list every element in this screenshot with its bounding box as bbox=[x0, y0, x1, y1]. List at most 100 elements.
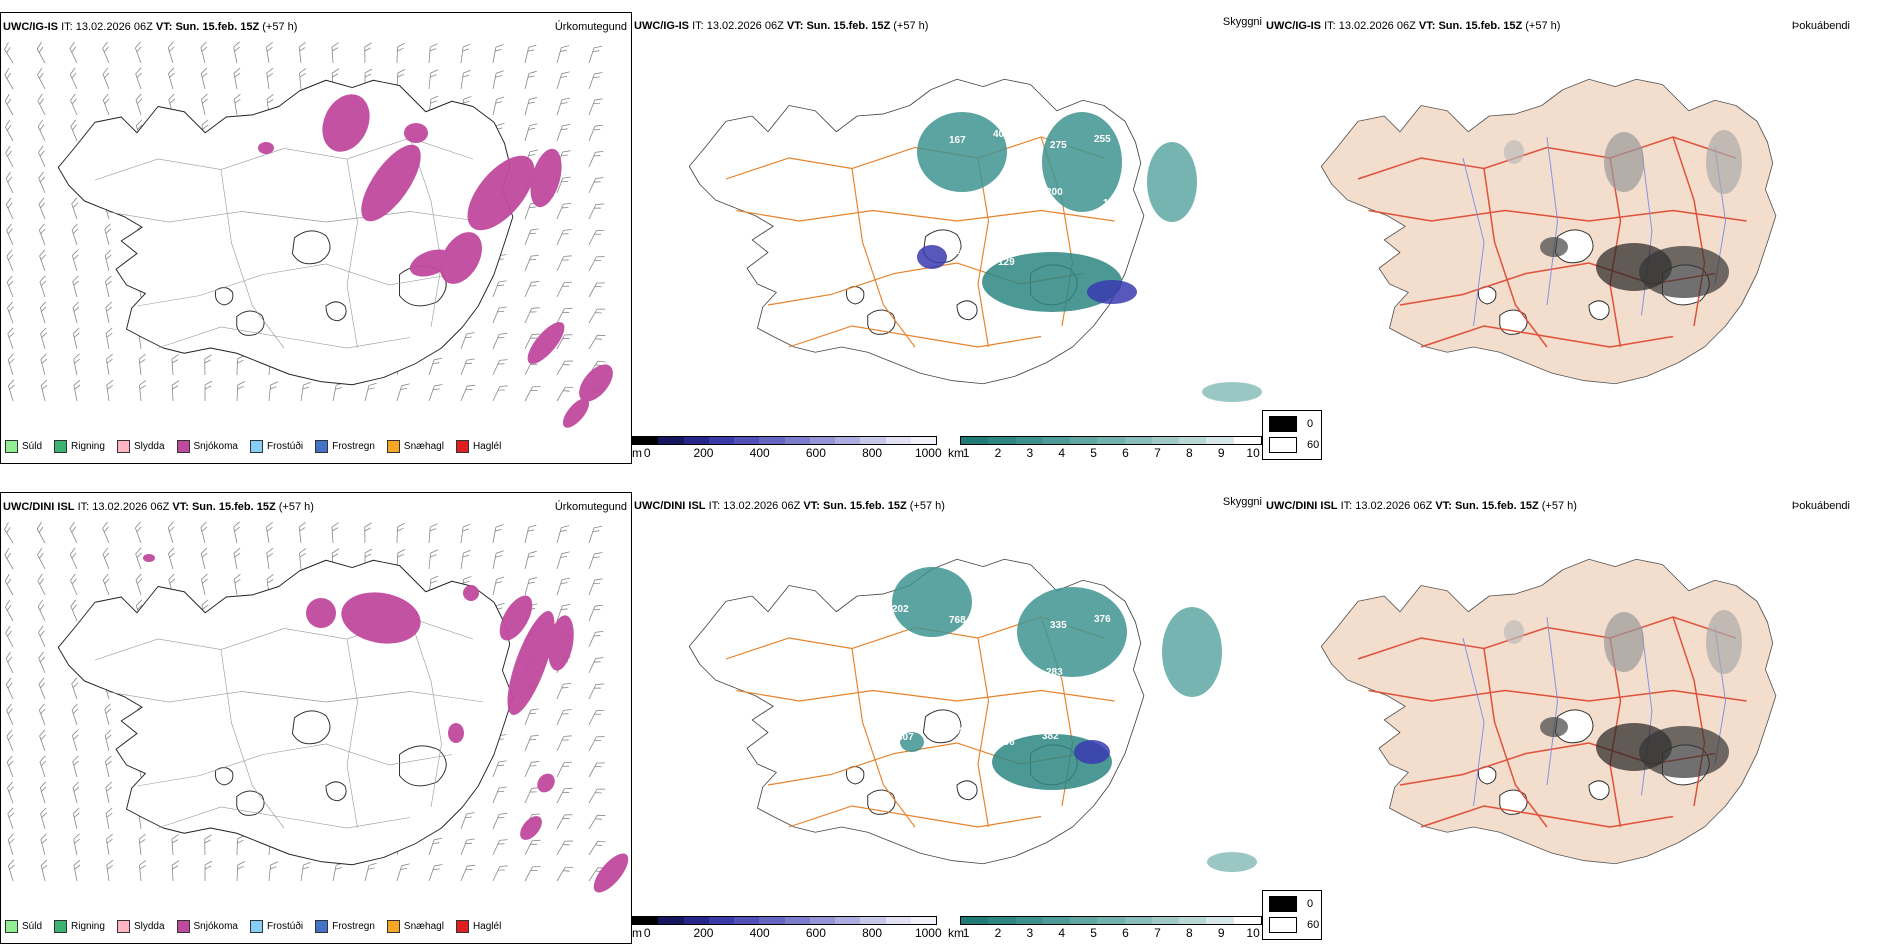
wind-barb bbox=[105, 755, 112, 778]
wind-barb bbox=[268, 861, 279, 882]
wind-barb bbox=[7, 833, 15, 856]
cloud-base-label: 159 bbox=[1103, 198, 1120, 209]
wind-barb bbox=[588, 308, 606, 324]
snow-area bbox=[593, 853, 629, 893]
wind-barb bbox=[6, 223, 14, 246]
fog-legend-row1: 0 60 bbox=[1262, 410, 1322, 460]
wind-barb bbox=[556, 386, 574, 402]
cloud-panel-row2: 202 768 142 335 376 358 404 257 283 869 407 58 196 38… bbox=[632, 492, 1262, 944]
precip-legend: Súld Rigning Slydda Snjókoma Frostúði Fr… bbox=[5, 440, 501, 453]
cloud-base-label: 142 bbox=[993, 609, 1010, 620]
wind-barb bbox=[524, 123, 538, 142]
wind-barb bbox=[37, 547, 46, 570]
wind-barb bbox=[588, 334, 606, 350]
cloud-base-label: 408 bbox=[945, 199, 962, 210]
colorbar-tick-label: 3 bbox=[1026, 926, 1034, 940]
road bbox=[1420, 325, 1674, 348]
road bbox=[736, 689, 1115, 702]
road bbox=[977, 157, 990, 348]
wind-barb bbox=[70, 119, 78, 142]
colorbar-cell bbox=[1015, 917, 1043, 924]
wind-barb bbox=[102, 573, 110, 596]
colorbar-cell bbox=[658, 437, 684, 444]
wind-barb bbox=[102, 67, 110, 90]
road bbox=[409, 617, 442, 808]
wind-barb bbox=[135, 547, 142, 570]
visibility-colorbar-cells bbox=[960, 436, 1262, 445]
road bbox=[1420, 805, 1674, 828]
wind-barb bbox=[5, 145, 14, 168]
wind-barb bbox=[37, 67, 46, 90]
height-unit: m bbox=[632, 446, 642, 460]
colorbar-tick-label: 1 bbox=[962, 926, 970, 940]
wind-barb bbox=[5, 677, 14, 700]
road-network bbox=[94, 137, 484, 349]
colorbar-tick-label: 10 bbox=[1246, 446, 1260, 460]
legend-item-sudl: Súld bbox=[5, 920, 42, 933]
wind-barb bbox=[331, 42, 339, 64]
wind-barb bbox=[396, 383, 410, 402]
wind-barb bbox=[492, 839, 508, 856]
glacier-outline bbox=[325, 781, 347, 802]
wind-barb bbox=[524, 866, 541, 882]
wind-barb bbox=[36, 521, 46, 544]
wind-barb bbox=[233, 521, 240, 544]
colorbar-cell bbox=[1179, 437, 1207, 444]
wind-barb bbox=[70, 93, 78, 116]
glacier-outline bbox=[236, 310, 265, 336]
wind-barb bbox=[105, 301, 113, 324]
visibility-colorbar-ticks: 1 2 3 4 5 6 7 8 9 10 bbox=[960, 925, 1262, 940]
colorbar-tick-label: 7 bbox=[1154, 446, 1161, 460]
colorbar-cell bbox=[835, 917, 861, 924]
glacier-outline bbox=[398, 745, 447, 787]
wind-barb bbox=[556, 45, 570, 64]
wind-barb bbox=[38, 625, 46, 648]
wind-barb bbox=[38, 171, 46, 194]
wind-barb bbox=[105, 353, 113, 376]
wind-barb bbox=[556, 229, 572, 246]
road bbox=[220, 649, 285, 829]
wind-barb bbox=[71, 677, 79, 700]
legend-item-frostregn: Frostregn bbox=[315, 920, 375, 933]
wind-barb bbox=[524, 254, 540, 272]
colorbar-cell bbox=[708, 437, 734, 444]
wind-barb bbox=[37, 119, 46, 142]
wind-barb bbox=[396, 863, 410, 882]
wind-barb bbox=[71, 223, 79, 246]
wind-barb bbox=[73, 379, 81, 402]
cloud-base-label: 373 bbox=[892, 124, 909, 135]
fog-map-row2 bbox=[1320, 558, 1777, 865]
wind-barb bbox=[588, 525, 603, 544]
wind-barb bbox=[72, 807, 80, 830]
wind-barb bbox=[556, 788, 573, 804]
wind-barb bbox=[70, 573, 78, 596]
glacier-outline bbox=[956, 300, 978, 321]
precip-map-row1 bbox=[4, 41, 613, 428]
wind-barb bbox=[524, 734, 540, 752]
wind-barb bbox=[524, 577, 538, 596]
fog-area bbox=[1706, 610, 1742, 674]
fog-legend-row2: 0 60 bbox=[1262, 890, 1322, 940]
cloud-area bbox=[917, 245, 947, 269]
cloud-base-label: 200 bbox=[1046, 187, 1063, 198]
cloud-base-label: 196 bbox=[998, 737, 1015, 748]
height-unit: m bbox=[632, 926, 642, 940]
fog-areas bbox=[1504, 130, 1742, 298]
colorbar-cell bbox=[988, 437, 1016, 444]
wind-barb bbox=[4, 68, 14, 90]
wind-barb bbox=[492, 812, 508, 830]
wind-barb bbox=[4, 42, 14, 64]
glacier-outline bbox=[1554, 229, 1594, 264]
wind-barb bbox=[588, 604, 604, 622]
wind-barb bbox=[233, 93, 241, 116]
wind-barb bbox=[588, 814, 606, 830]
wind-barb bbox=[6, 729, 14, 752]
cloud-base-label: 257 bbox=[1002, 673, 1019, 684]
legend-item-frostregn: Frostregn bbox=[315, 440, 375, 453]
colorbar-cell bbox=[784, 437, 810, 444]
wind-barb bbox=[233, 573, 241, 596]
colorbar-cell bbox=[633, 917, 659, 924]
wind-barb bbox=[588, 657, 604, 674]
road bbox=[1483, 168, 1548, 348]
wind-barb bbox=[265, 521, 273, 544]
